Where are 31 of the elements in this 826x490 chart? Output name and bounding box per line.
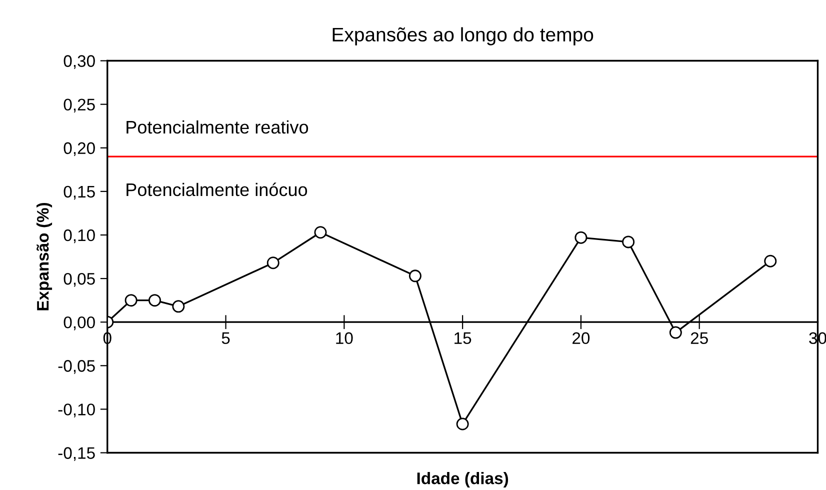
x-tick-label: 10 [336, 332, 353, 344]
x-tick-label: 20 [572, 332, 590, 344]
point [124, 294, 138, 307]
y-tick-label: 0,05 [64, 272, 95, 287]
point [764, 254, 777, 268]
point [266, 256, 280, 270]
y-tick-label: 0,15 [64, 186, 95, 200]
annotation: Potencialmente reativo [126, 120, 308, 134]
x-tick-label: 15 [454, 332, 472, 344]
point [314, 226, 327, 239]
point [148, 294, 161, 307]
point [172, 300, 185, 313]
point [669, 326, 682, 339]
y-tick-label: -0,05 [58, 360, 95, 374]
point [622, 236, 635, 248]
point [408, 270, 422, 282]
point [574, 231, 588, 244]
y-axis-title: Expansão (%) [36, 202, 52, 310]
y-tick-label: 0,30 [64, 55, 95, 69]
y-tick-label: 0,20 [64, 142, 95, 156]
y-tick-label: 0,00 [64, 316, 95, 330]
point [456, 418, 469, 430]
annotation: Potencialmente inócuo [126, 182, 308, 196]
y-tick-label: -0,15 [58, 447, 95, 461]
y-tick-label: -0,10 [58, 404, 95, 418]
y-tick-label: 0,10 [64, 229, 95, 244]
x-tick-label: 25 [690, 332, 708, 344]
chart-title: Expansões ao longo do tempo [332, 27, 594, 46]
x-axis-title: Idade (dias) [417, 472, 508, 488]
x-tick-label: 5 [222, 332, 230, 344]
y-tick-label: 0,25 [64, 98, 95, 112]
